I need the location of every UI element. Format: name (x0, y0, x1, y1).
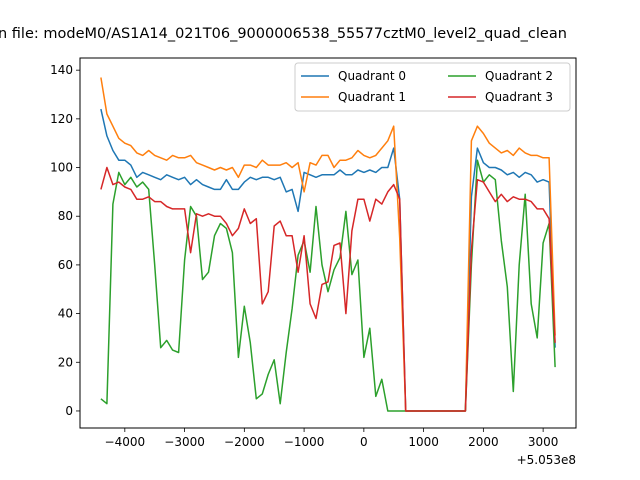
x-tick-label: 3000 (528, 435, 559, 449)
x-axis-offset-label: +5.053e8 (517, 453, 576, 467)
x-tick-label: −1000 (284, 435, 325, 449)
y-tick-label: 0 (65, 404, 73, 418)
chart-title: n file: modeM0/AS1A14_021T06_9000006538_… (0, 26, 567, 42)
x-tick-label: −3000 (164, 435, 205, 449)
y-tick-label: 140 (50, 63, 73, 77)
x-axis: −4000 −3000 −2000 −1000 0 1000 2000 3000 (105, 428, 559, 449)
legend-label-quadrant-0: Quadrant 0 (338, 69, 406, 83)
y-tick-label: 80 (58, 209, 73, 223)
x-tick-label: −4000 (105, 435, 146, 449)
y-tick-label: 60 (58, 258, 73, 272)
plot-frame (79, 57, 577, 429)
legend-frame (294, 62, 571, 112)
y-tick-label: 20 (58, 355, 73, 369)
y-tick-label: 120 (50, 112, 73, 126)
y-axis: 0 20 40 60 80 100 120 140 (50, 63, 80, 418)
legend-label-quadrant-2: Quadrant 2 (485, 69, 553, 83)
series-line-quadrant-0 (100, 108, 556, 412)
series-line-quadrant-3 (100, 166, 556, 412)
y-tick-label: 40 (58, 307, 73, 321)
y-tick-label: 100 (50, 161, 73, 175)
series-layer (100, 77, 556, 412)
series-line-quadrant-1 (100, 77, 556, 412)
x-tick-label: −2000 (224, 435, 265, 449)
x-tick-label: 2000 (468, 435, 499, 449)
legend-label-quadrant-1: Quadrant 1 (338, 90, 406, 104)
legend-label-quadrant-3: Quadrant 3 (485, 90, 553, 104)
x-tick-label: 0 (360, 435, 368, 449)
legend: Quadrant 0 Quadrant 1 Quadrant 2 Quadrant 3 (294, 62, 571, 112)
x-tick-label: 1000 (408, 435, 439, 449)
series-line-quadrant-2 (100, 159, 556, 412)
